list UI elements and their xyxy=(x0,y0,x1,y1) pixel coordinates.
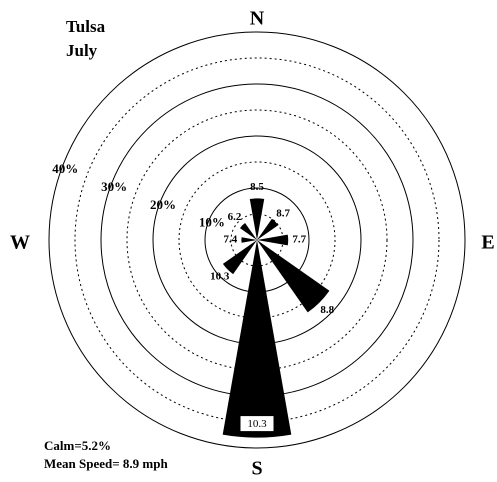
compass-label: N xyxy=(250,8,265,30)
speed-label: 6.2 xyxy=(228,211,242,223)
compass-label: W xyxy=(10,232,30,254)
compass-label: S xyxy=(251,458,262,480)
speed-label: 10.3 xyxy=(247,418,267,430)
ring-label: 30% xyxy=(101,179,127,194)
speed-label: 8.7 xyxy=(276,207,290,219)
label-box xyxy=(239,415,275,433)
ring-label: 10% xyxy=(199,215,225,230)
ring-label: 20% xyxy=(150,197,176,212)
chart-title: Tulsa xyxy=(66,17,106,36)
speed-label: 8.8 xyxy=(320,304,334,316)
speed-label: 7.7 xyxy=(292,234,306,246)
petal xyxy=(257,218,279,240)
petal xyxy=(222,240,257,275)
minor-ring xyxy=(126,109,388,371)
petal xyxy=(239,222,257,240)
annotation: Mean Speed= 8.9 mph xyxy=(44,456,168,471)
ring-label: 40% xyxy=(52,161,78,176)
annotation: Calm=5.2% xyxy=(44,438,111,453)
minor-ring xyxy=(178,161,336,319)
ring xyxy=(48,31,466,449)
petal xyxy=(241,237,257,243)
speed-label: 8.5 xyxy=(250,181,264,193)
chart-subtitle: July xyxy=(66,41,98,60)
speed-label: 7.4 xyxy=(224,234,238,246)
petal xyxy=(257,234,289,246)
speed-label: 10.3 xyxy=(210,271,230,283)
petal xyxy=(249,198,265,240)
petal xyxy=(257,240,330,313)
petal xyxy=(222,240,292,438)
compass-label: E xyxy=(481,232,494,254)
